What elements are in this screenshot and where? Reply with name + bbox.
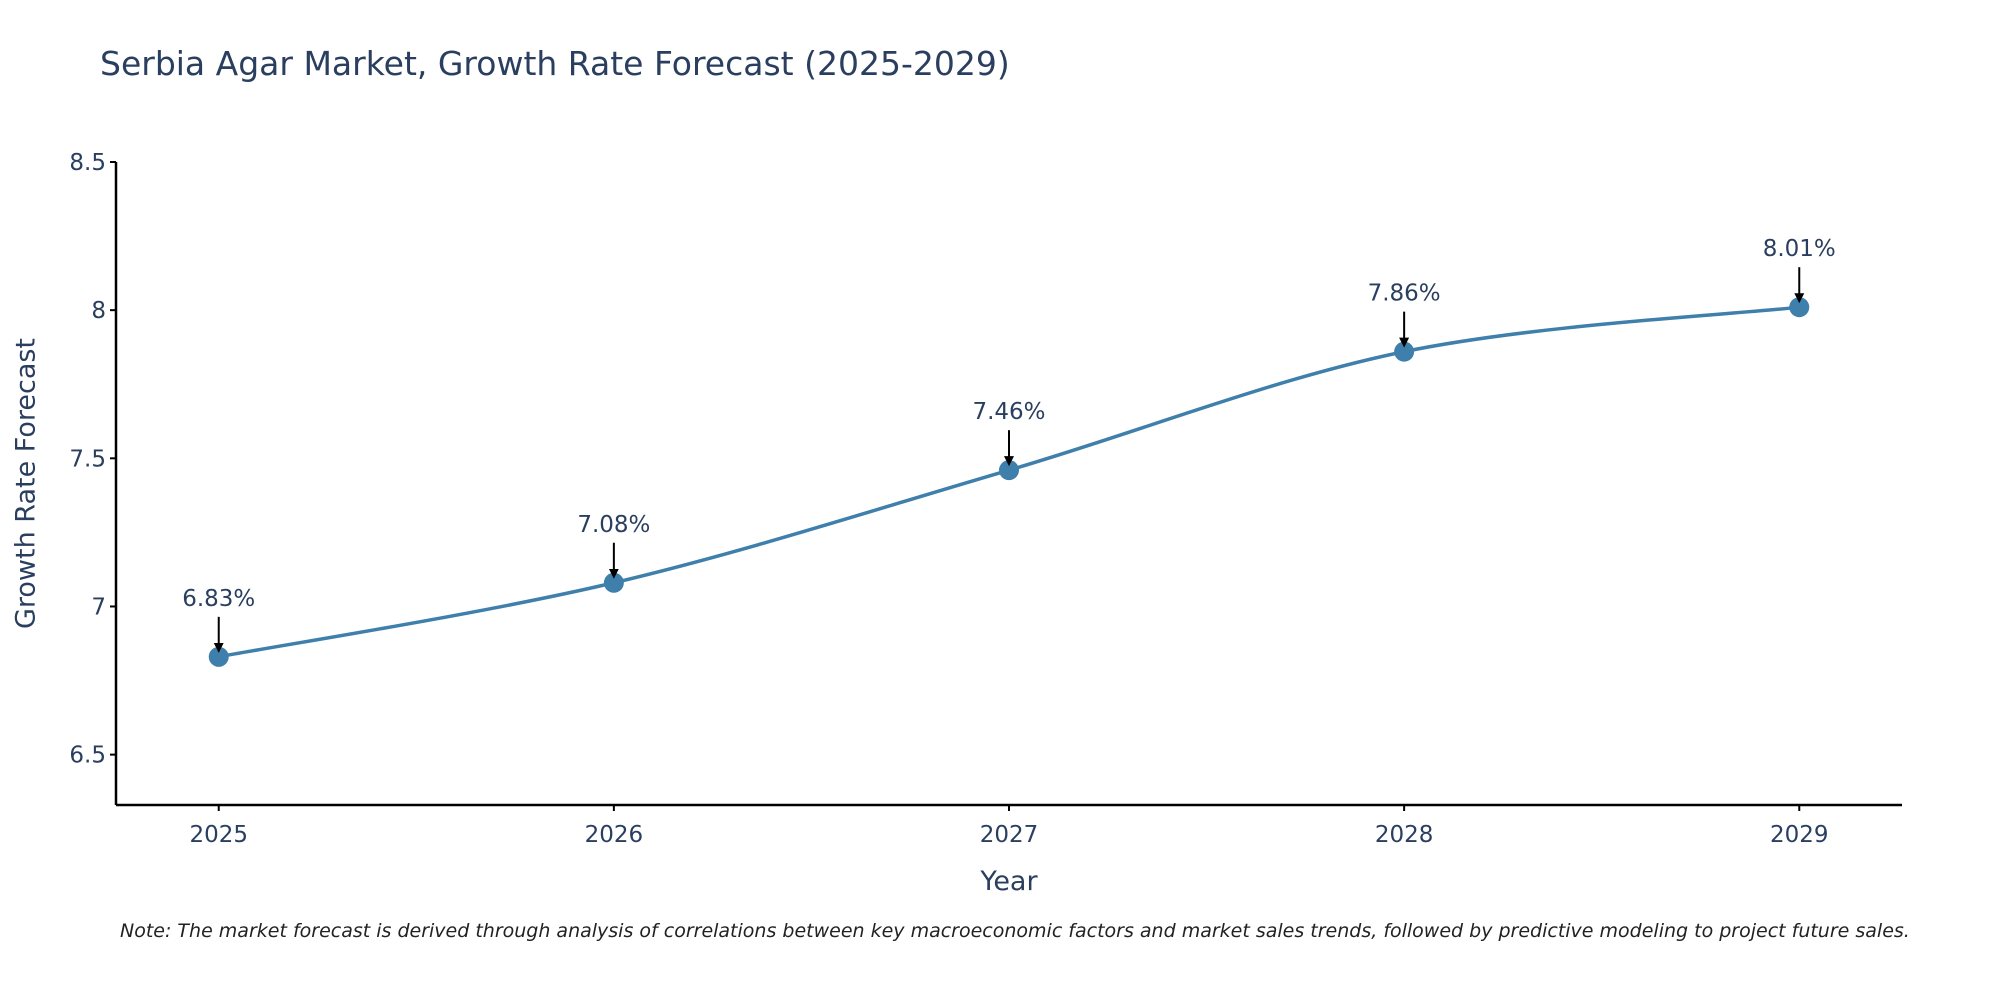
y-axis-title: Growth Rate Forecast <box>11 338 42 629</box>
data-label: 7.86% <box>1368 281 1441 307</box>
x-tick-label: 2025 <box>189 822 248 848</box>
data-point[interactable] <box>208 646 229 667</box>
y-tick-label: 8.5 <box>69 150 106 176</box>
y-tick-label: 7.5 <box>69 446 106 472</box>
data-label: 8.01% <box>1763 236 1836 262</box>
series-layer <box>208 297 1810 667</box>
x-tick-label: 2029 <box>1770 822 1829 848</box>
data-point[interactable] <box>603 572 624 593</box>
series-line <box>218 305 1800 659</box>
footnote: Note: The market forecast is derived thr… <box>120 920 1910 942</box>
x-tick-label: 2027 <box>980 822 1039 848</box>
x-tick-label: 2026 <box>585 822 644 848</box>
chart-title: Serbia Agar Market, Growth Rate Forecast… <box>100 44 1010 83</box>
axes-layer: 6.5 7 7.5 8 8.5 2025 2026 2027 2028 2029 Year Growt… <box>11 150 1902 897</box>
data-label: 7.08% <box>577 512 650 538</box>
labels-layer: 6.83% 7.08% 7.46% 7.86% 8.01% <box>182 236 1836 653</box>
x-axis-title: Year <box>979 866 1038 897</box>
y-tick-label: 8 <box>91 298 106 324</box>
data-point[interactable] <box>999 460 1019 481</box>
data-label: 7.46% <box>972 399 1045 425</box>
x-tick-label: 2028 <box>1375 822 1434 848</box>
data-label: 6.83% <box>182 586 255 612</box>
data-point[interactable] <box>1394 341 1415 362</box>
data-point[interactable] <box>1789 297 1810 318</box>
y-tick-label: 7 <box>91 594 106 620</box>
y-tick-label: 6.5 <box>69 743 106 769</box>
